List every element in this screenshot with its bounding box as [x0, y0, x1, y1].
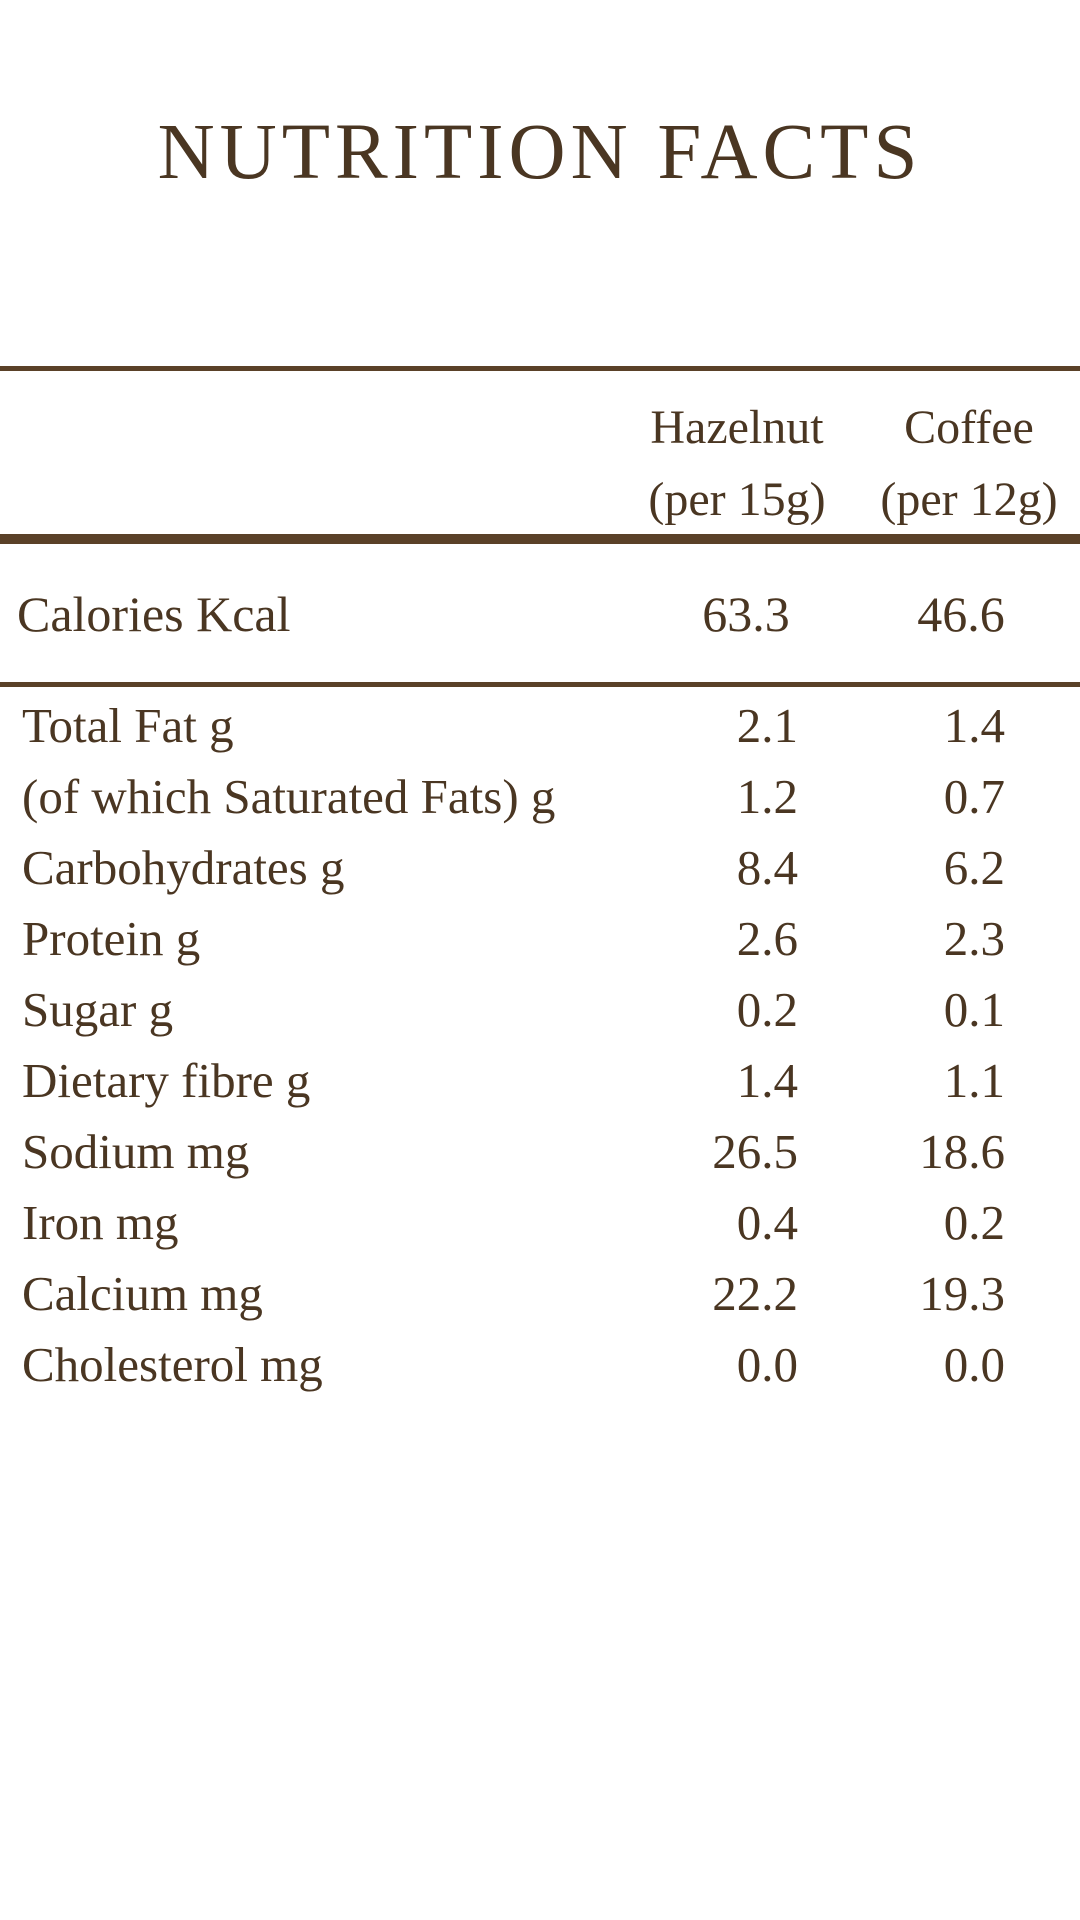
coffee-value: 19.3: [919, 1266, 1005, 1321]
coffee-value: 0.2: [943, 1195, 1005, 1250]
table-row: Protein g 2.6 2.3: [0, 903, 1080, 974]
row-label: Sugar g: [22, 982, 174, 1037]
table-row: Dietary fibre g 1.4 1.1: [0, 1045, 1080, 1116]
table-row: Cholesterol mg 0.0 0.0: [0, 1329, 1080, 1400]
coffee-value: 1.1: [943, 1053, 1005, 1108]
column-header-hazelnut: Hazelnut (per 15g): [617, 392, 857, 536]
coffee-value: 0.1: [943, 982, 1005, 1037]
coffee-value: 46.6: [917, 586, 1005, 642]
hazelnut-value: 0.0: [736, 1337, 798, 1392]
row-label: (of which Saturated Fats) g: [22, 769, 556, 824]
column-name: Hazelnut: [650, 401, 824, 454]
table-row: Sugar g 0.2 0.1: [0, 974, 1080, 1045]
table-row: Iron mg 0.4 0.2: [0, 1187, 1080, 1258]
hazelnut-value: 63.3: [702, 586, 790, 642]
coffee-value: 18.6: [919, 1124, 1005, 1179]
coffee-value: 0.7: [943, 769, 1005, 824]
coffee-value: 0.0: [943, 1337, 1005, 1392]
hazelnut-value: 0.4: [736, 1195, 798, 1250]
row-label: Protein g: [22, 911, 201, 966]
hazelnut-value: 8.4: [736, 840, 798, 895]
hazelnut-value: 0.2: [736, 982, 798, 1037]
calories-row: Calories Kcal 63.3 46.6: [0, 574, 1080, 654]
row-label: Calories Kcal: [17, 586, 291, 642]
row-label: Iron mg: [22, 1195, 179, 1250]
column-header-coffee: Coffee (per 12g): [858, 392, 1080, 536]
hazelnut-value: 1.4: [736, 1053, 798, 1108]
table-row: Carbohydrates g 8.4 6.2: [0, 832, 1080, 903]
table-row: Sodium mg 26.5 18.6: [0, 1116, 1080, 1187]
hazelnut-value: 22.2: [712, 1266, 798, 1321]
hazelnut-value: 2.6: [736, 911, 798, 966]
row-label: Carbohydrates g: [22, 840, 345, 895]
table-row: Calcium mg 22.2 19.3: [0, 1258, 1080, 1329]
calories-divider: [0, 682, 1080, 687]
hazelnut-value: 2.1: [736, 698, 798, 753]
table-row: Total Fat g 2.1 1.4: [0, 690, 1080, 761]
coffee-value: 6.2: [943, 840, 1005, 895]
column-serving: (per 12g): [880, 473, 1058, 526]
table-row: (of which Saturated Fats) g 1.2 0.7: [0, 761, 1080, 832]
row-label: Total Fat g: [22, 698, 234, 753]
row-label: Dietary fibre g: [22, 1053, 311, 1108]
top-divider: [0, 366, 1080, 371]
coffee-value: 2.3: [943, 911, 1005, 966]
row-label: Calcium mg: [22, 1266, 263, 1321]
header-divider: [0, 534, 1080, 544]
hazelnut-value: 26.5: [712, 1124, 798, 1179]
row-label: Cholesterol mg: [22, 1337, 323, 1392]
nutrient-table: Total Fat g 2.1 1.4 (of which Saturated …: [0, 690, 1080, 1400]
coffee-value: 1.4: [943, 698, 1005, 753]
column-serving: (per 15g): [648, 473, 826, 526]
column-name: Coffee: [904, 401, 1034, 454]
row-label: Sodium mg: [22, 1124, 250, 1179]
hazelnut-value: 1.2: [736, 769, 798, 824]
page-title: NUTRITION FACTS: [157, 109, 923, 196]
